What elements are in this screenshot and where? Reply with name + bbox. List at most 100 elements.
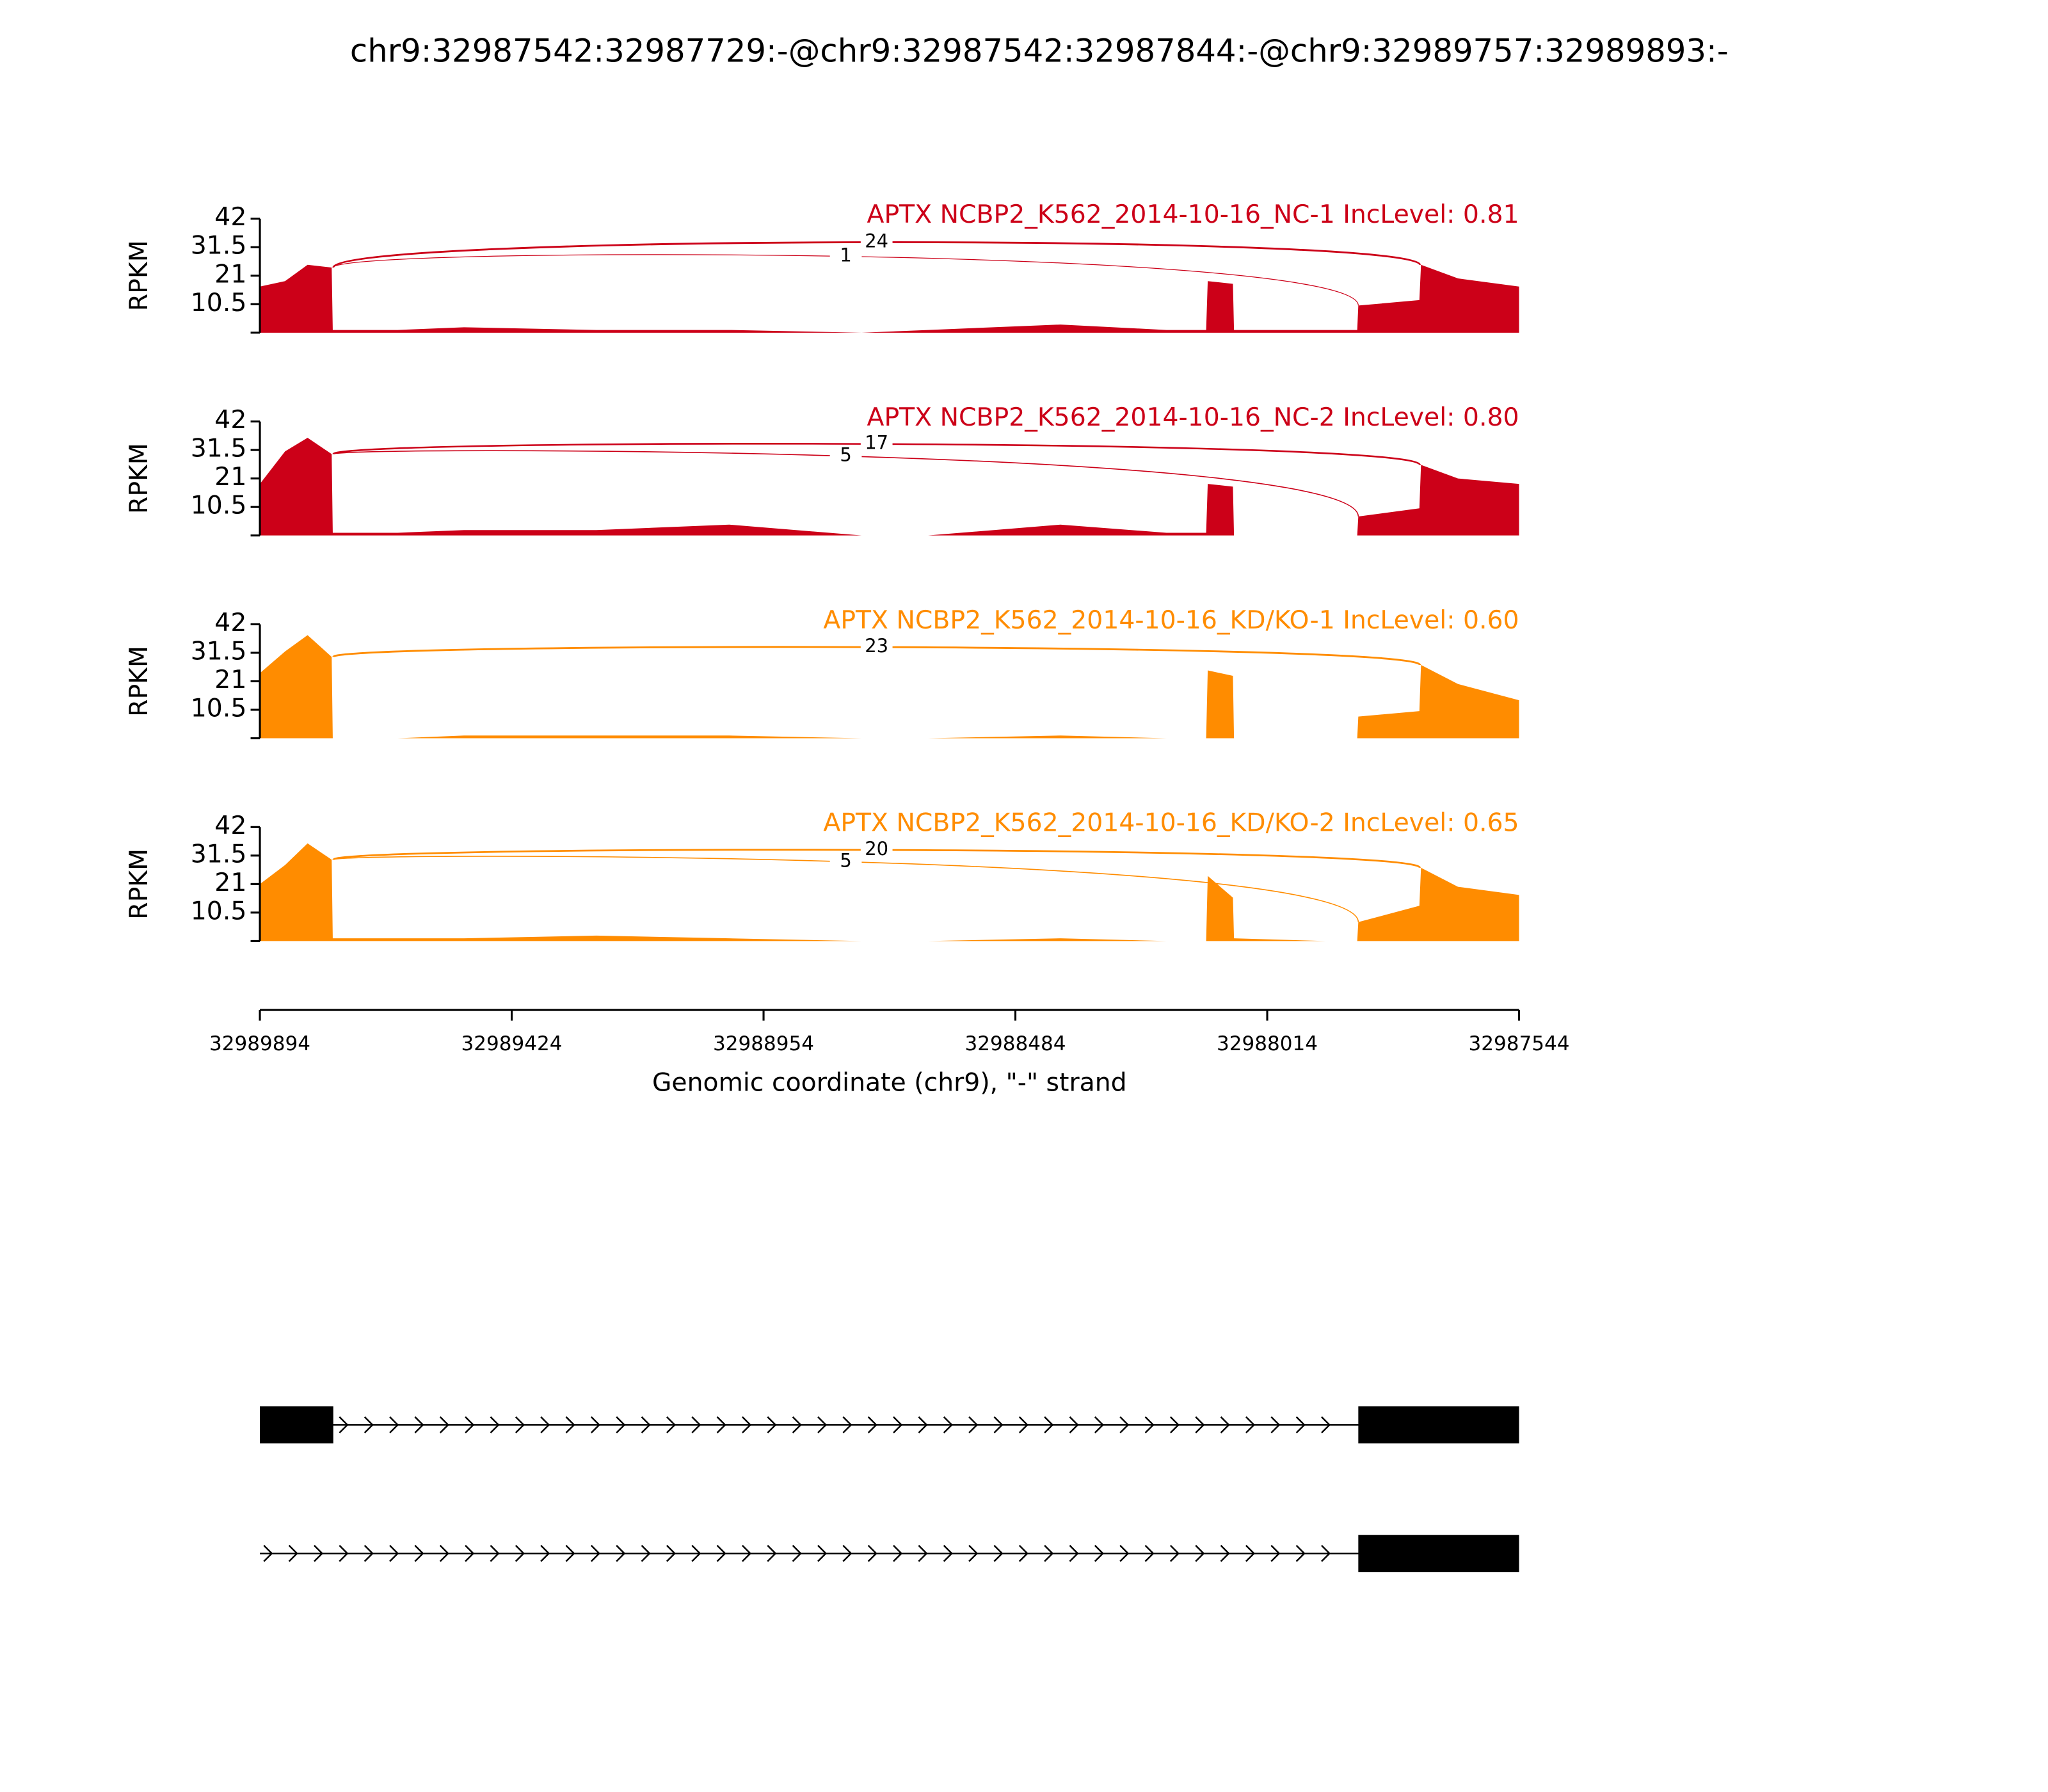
junction-label: 1 (840, 244, 851, 266)
exon (1358, 1535, 1519, 1572)
x-tick-label: 32988484 (965, 1032, 1066, 1055)
strand-chevron (590, 1416, 600, 1434)
strand-chevron (490, 1416, 500, 1434)
strand-chevron (893, 1416, 903, 1434)
strand-chevron (691, 1416, 701, 1434)
strand-chevron (1295, 1544, 1306, 1562)
y-tick-label: 21 (214, 259, 246, 289)
strand-chevron (339, 1416, 349, 1434)
strand-chevron (288, 1544, 298, 1562)
strand-chevron (263, 1544, 273, 1562)
coverage-area (260, 438, 1519, 536)
strand-chevron (616, 1544, 626, 1562)
junction-label: 20 (865, 838, 888, 860)
strand-chevron (1220, 1416, 1230, 1434)
panel-title: APTX NCBP2_K562_2014-10-16_KD/KO-1 IncLe… (823, 605, 1519, 635)
strand-chevron (1018, 1416, 1028, 1434)
y-tick-label: 21 (214, 868, 246, 897)
strand-chevron (1169, 1416, 1180, 1434)
junction-label: 24 (865, 230, 888, 252)
junction-label: 23 (865, 635, 888, 657)
strand-chevron (490, 1544, 500, 1562)
x-tick-label: 32989894 (209, 1032, 310, 1055)
strand-chevron (1321, 1544, 1331, 1562)
strand-chevron (767, 1544, 777, 1562)
panel-title: APTX NCBP2_K562_2014-10-16_NC-2 IncLevel… (867, 403, 1519, 432)
y-tick-label: 31.5 (191, 434, 247, 463)
exon (260, 1406, 333, 1444)
y-axis-label: RPKM (124, 443, 154, 514)
strand-chevron (792, 1544, 802, 1562)
y-tick-label: 10.5 (191, 288, 247, 317)
junction-label-bg (860, 636, 893, 658)
strand-chevron (817, 1544, 828, 1562)
y-tick-label: 10.5 (191, 694, 247, 723)
x-tick-label: 32987544 (1469, 1032, 1570, 1055)
strand-chevron (943, 1544, 953, 1562)
strand-chevron (1270, 1544, 1281, 1562)
strand-chevron (918, 1416, 928, 1434)
panel-title: APTX NCBP2_K562_2014-10-16_NC-1 IncLevel… (867, 200, 1519, 229)
junction-label: 5 (840, 444, 851, 466)
strand-chevron (1245, 1544, 1256, 1562)
strand-chevron (389, 1416, 399, 1434)
x-tick-label: 32988014 (1217, 1032, 1318, 1055)
strand-chevron (1195, 1544, 1205, 1562)
strand-chevron (540, 1544, 550, 1562)
y-axis-label: RPKM (124, 240, 154, 311)
strand-chevron (439, 1416, 449, 1434)
strand-chevron (993, 1416, 1004, 1434)
strand-chevron (716, 1544, 726, 1562)
junction-label: 5 (840, 849, 851, 871)
panel-title: APTX NCBP2_K562_2014-10-16_KD/KO-2 IncLe… (823, 808, 1519, 838)
coverage-area (260, 264, 1519, 333)
y-tick-label: 42 (214, 811, 246, 840)
strand-chevron (439, 1544, 449, 1562)
junction-label: 17 (865, 432, 888, 454)
strand-chevron (515, 1544, 525, 1562)
strand-chevron (1044, 1544, 1054, 1562)
y-tick-label: 10.5 (191, 896, 247, 925)
strand-chevron (1044, 1416, 1054, 1434)
strand-chevron (893, 1544, 903, 1562)
strand-chevron (1245, 1416, 1256, 1434)
y-tick-label: 31.5 (191, 231, 247, 260)
strand-chevron (465, 1544, 475, 1562)
strand-chevron (641, 1416, 651, 1434)
junction-label-bg (829, 245, 862, 268)
strand-chevron (1069, 1416, 1079, 1434)
junction-label-bg (860, 839, 893, 861)
coverage-area (260, 843, 1519, 941)
strand-chevron (716, 1416, 726, 1434)
strand-chevron (767, 1416, 777, 1434)
strand-chevron (364, 1544, 374, 1562)
strand-chevron (1119, 1544, 1130, 1562)
y-axis-label: RPKM (124, 849, 154, 920)
strand-chevron (1144, 1416, 1155, 1434)
y-tick-label: 42 (214, 202, 246, 232)
strand-chevron (867, 1544, 877, 1562)
x-axis-label: Genomic coordinate (chr9), "-" strand (652, 1068, 1127, 1098)
strand-chevron (540, 1416, 550, 1434)
y-axis-label: RPKM (124, 646, 154, 717)
strand-chevron (666, 1416, 676, 1434)
y-tick-label: 10.5 (191, 491, 247, 520)
strand-chevron (465, 1416, 475, 1434)
strand-chevron (1169, 1544, 1180, 1562)
figure-title: chr9:32987542:32987729:-@chr9:32987542:3… (350, 32, 1729, 69)
exon (1358, 1406, 1519, 1444)
y-tick-label: 21 (214, 665, 246, 694)
strand-chevron (993, 1544, 1004, 1562)
strand-chevron (1069, 1544, 1079, 1562)
strand-chevron (389, 1544, 399, 1562)
y-tick-label: 42 (214, 405, 246, 435)
strand-chevron (1018, 1544, 1028, 1562)
strand-chevron (1220, 1544, 1230, 1562)
y-tick-label: 42 (214, 608, 246, 637)
strand-chevron (314, 1544, 324, 1562)
strand-chevron (842, 1544, 852, 1562)
strand-chevron (565, 1416, 575, 1434)
strand-chevron (943, 1416, 953, 1434)
